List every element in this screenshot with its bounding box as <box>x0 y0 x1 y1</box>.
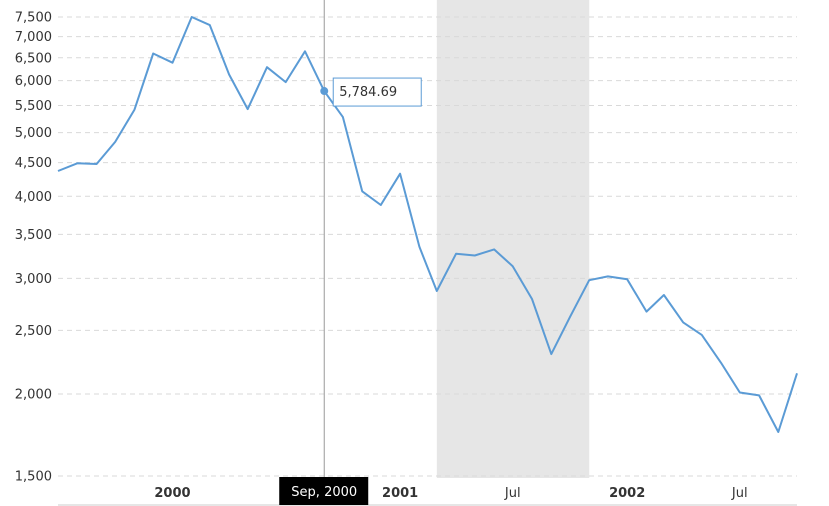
grid-lines <box>58 16 797 477</box>
tooltip-box <box>332 77 422 107</box>
data-point <box>511 264 515 268</box>
data-point <box>190 15 194 19</box>
x-tick-label: Jul <box>504 486 521 501</box>
data-point <box>246 107 250 111</box>
data-point <box>530 297 534 301</box>
crosshair-date-label-text: Sep, 2000 <box>291 485 357 500</box>
data-point <box>738 391 742 395</box>
y-tick-label: 4,000 <box>15 190 52 205</box>
data-point <box>435 289 439 293</box>
data-point <box>719 361 723 365</box>
y-tick-label: 7,500 <box>15 11 52 26</box>
y-tick-label: 5,500 <box>15 99 52 114</box>
data-point <box>379 203 383 207</box>
data-point <box>454 252 458 256</box>
y-tick-label: 7,000 <box>15 30 52 45</box>
data-point <box>113 140 117 144</box>
tooltip-value: 5,784.69 <box>339 85 397 100</box>
recession-band <box>436 0 590 478</box>
data-point <box>75 161 79 165</box>
data-point <box>398 172 402 176</box>
x-tick-label: Jul <box>731 486 748 501</box>
data-point <box>549 352 553 356</box>
x-tick-label: 2000 <box>154 486 190 501</box>
data-point <box>700 333 704 337</box>
y-tick-label: 1,500 <box>15 470 52 485</box>
y-tick-label: 3,500 <box>15 228 52 243</box>
data-point <box>625 277 629 281</box>
data-point <box>473 253 477 257</box>
data-point <box>606 274 610 278</box>
data-point <box>776 430 780 434</box>
data-point <box>568 315 572 319</box>
data-point <box>208 23 212 27</box>
data-point <box>265 65 269 69</box>
data-point <box>644 310 648 314</box>
data-point <box>151 51 155 55</box>
data-point <box>341 115 345 119</box>
y-tick-label: 6,500 <box>15 51 52 66</box>
data-point <box>681 320 685 324</box>
tooltip: 5,784.69 <box>332 77 422 107</box>
data-points <box>56 15 799 434</box>
data-point <box>360 189 364 193</box>
data-point <box>303 49 307 53</box>
data-point <box>227 73 231 77</box>
crosshair-date-label: Sep, 2000 <box>279 477 369 505</box>
y-tick-label: 2,500 <box>15 324 52 339</box>
crosshair-point <box>320 87 329 96</box>
y-tick-label: 5,000 <box>15 126 52 141</box>
y-tick-label: 4,500 <box>15 156 52 171</box>
data-point <box>662 293 666 297</box>
x-tick-label: 2001 <box>382 486 418 501</box>
data-point <box>417 245 421 249</box>
data-point <box>56 169 60 173</box>
data-point <box>492 247 496 251</box>
data-point <box>757 393 761 397</box>
y-tick-label: 3,000 <box>15 272 52 287</box>
crosshair-date-label-bg <box>279 477 369 505</box>
series-line <box>57 16 798 433</box>
x-axis-ticks: 2000 2001 Jul 2002 Jul <box>154 486 747 501</box>
y-tick-label: 6,000 <box>15 74 52 89</box>
data-point <box>795 371 799 375</box>
data-point <box>133 108 137 112</box>
x-tick-label: 2002 <box>609 486 645 501</box>
data-point <box>95 162 99 166</box>
data-point <box>170 61 174 65</box>
data-point <box>284 80 288 84</box>
y-axis-ticks: 1,500 2,000 2,500 3,000 3,500 4,000 4,500 5,000… <box>15 11 52 485</box>
y-tick-label: 2,000 <box>15 387 52 402</box>
data-point <box>587 278 591 282</box>
